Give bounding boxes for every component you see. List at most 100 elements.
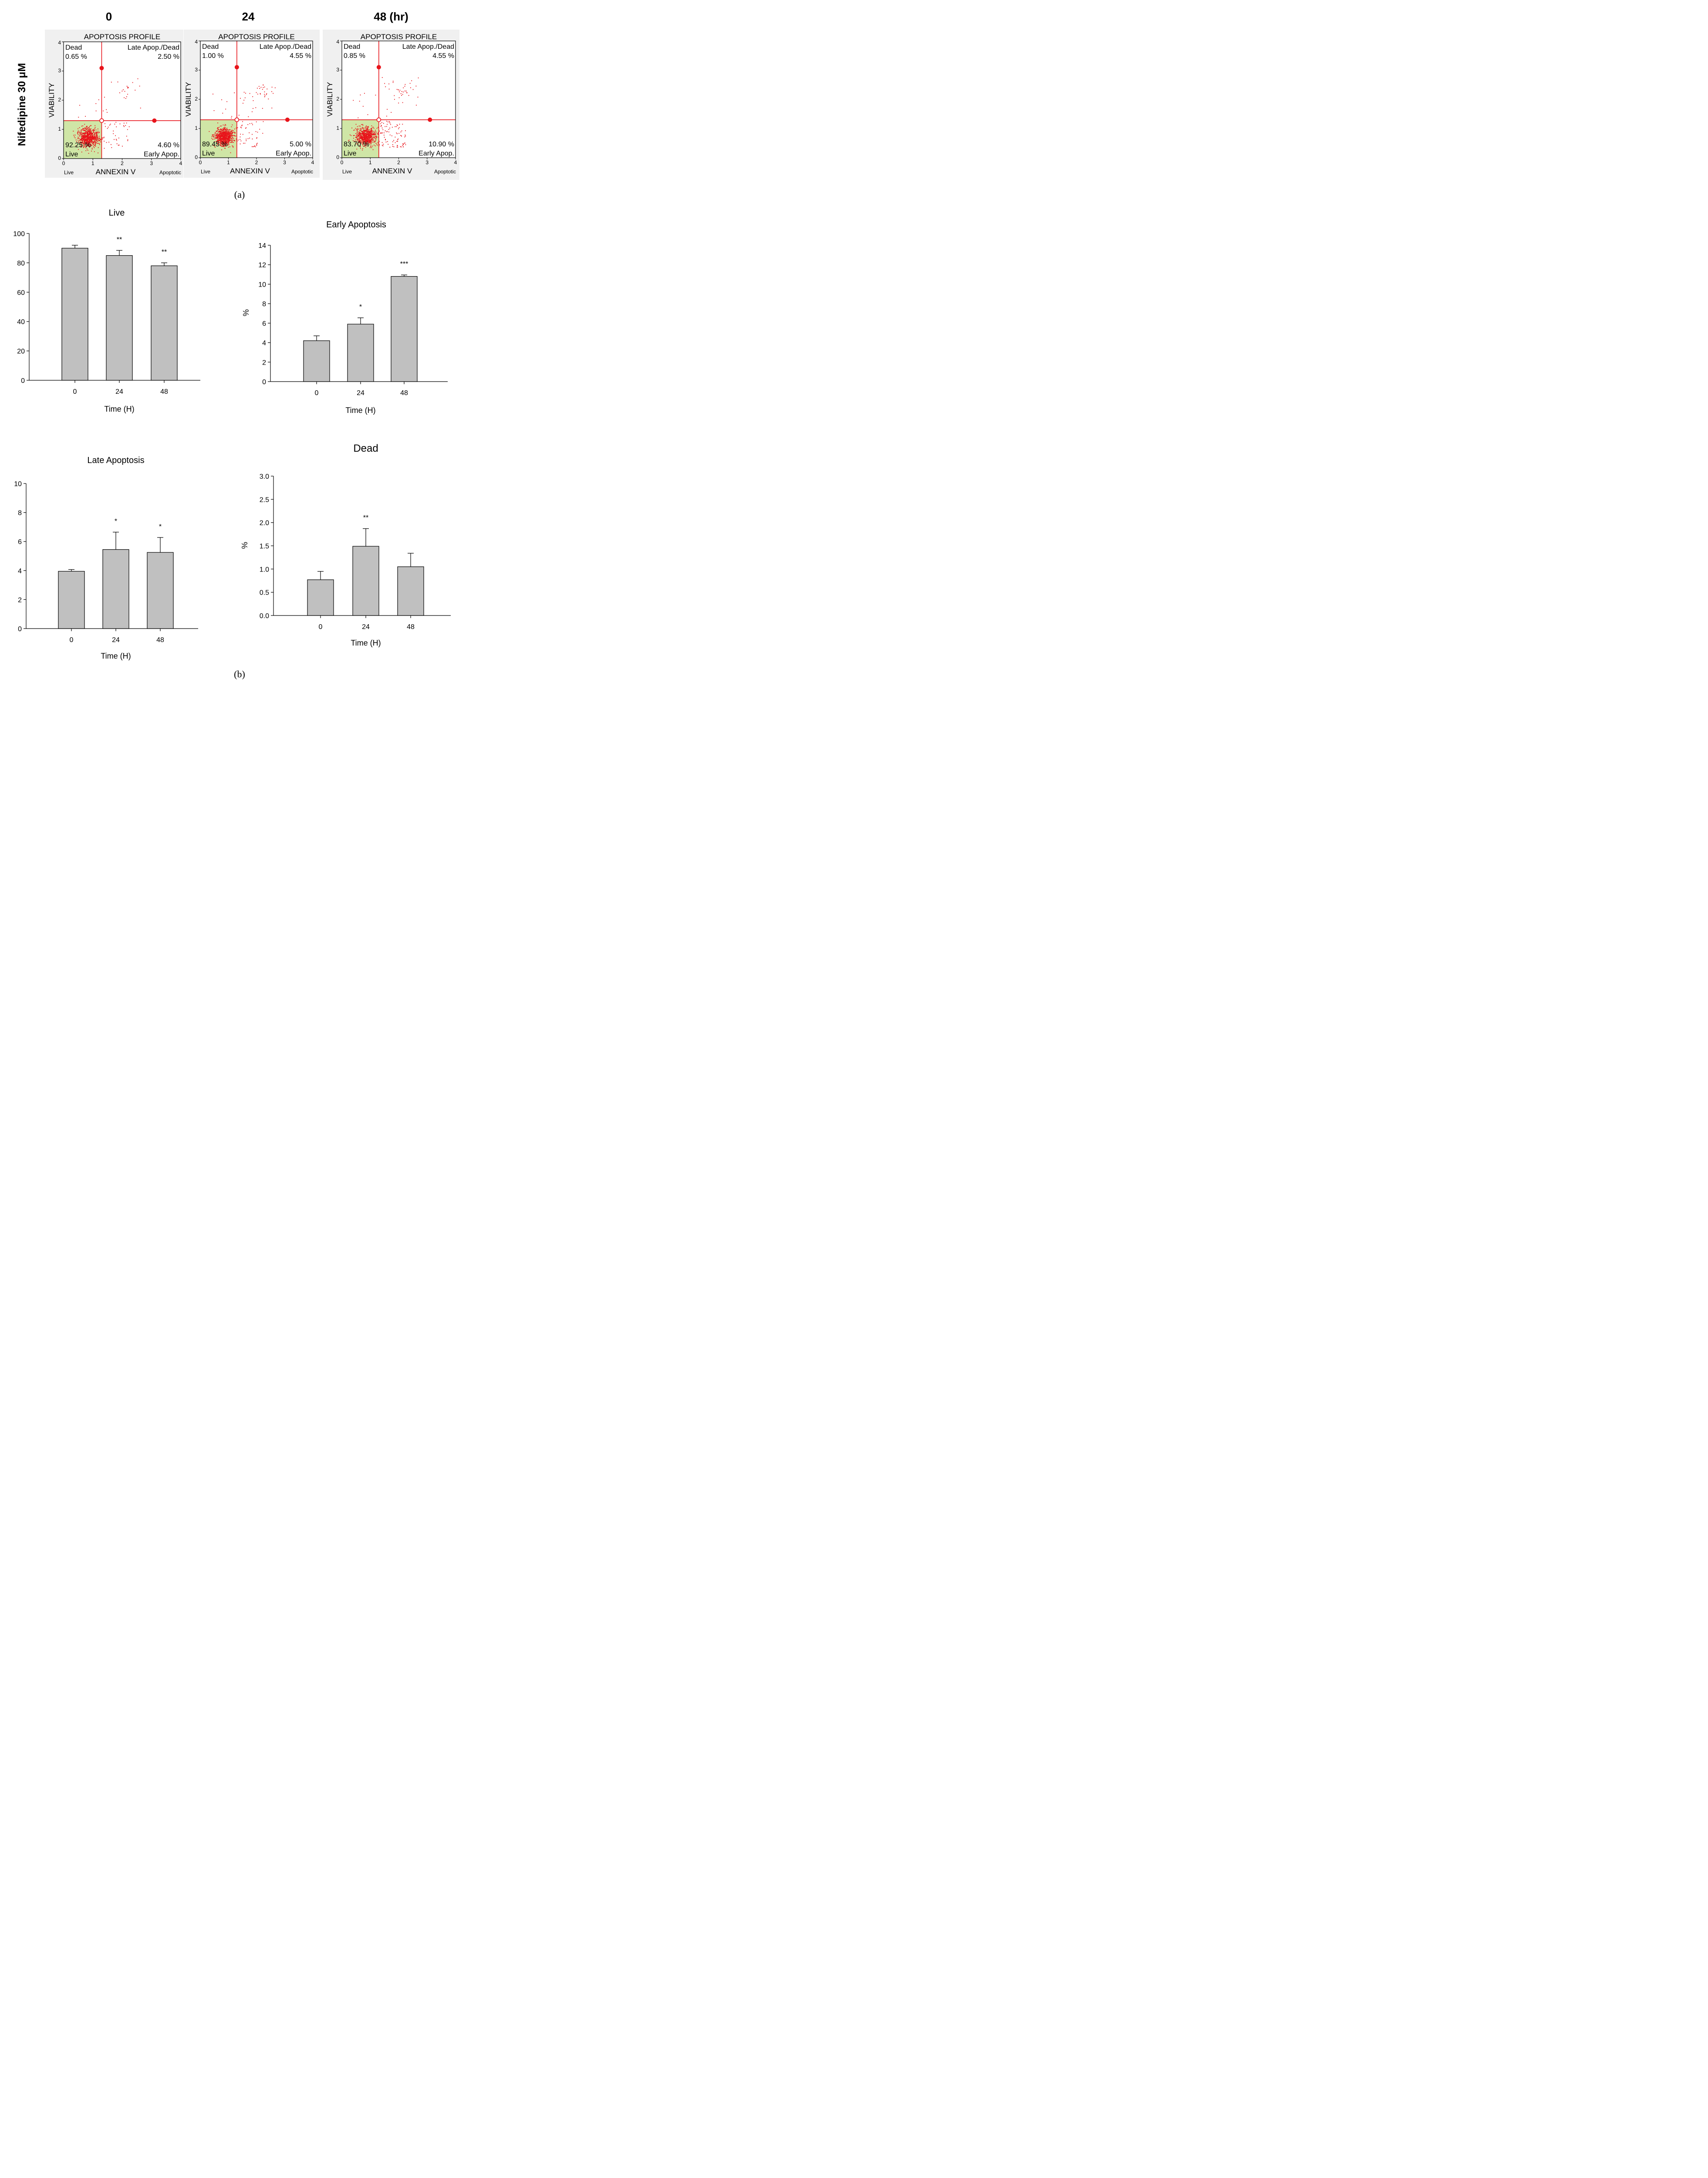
event-dot [81, 140, 82, 141]
y-tick-label: 0 [21, 377, 25, 385]
event-dot [226, 143, 227, 144]
event-dot [89, 133, 90, 134]
event-dot [375, 139, 377, 140]
event-dot [387, 124, 388, 125]
y-tick-label: 10 [258, 281, 266, 288]
event-dot [229, 136, 230, 137]
event-dot [88, 137, 89, 139]
event-dot [215, 137, 216, 138]
event-dot [368, 145, 369, 147]
event-dot [217, 135, 218, 137]
event-dot [396, 89, 398, 90]
x-tick-label: 4 [179, 160, 182, 166]
event-dot [92, 129, 94, 131]
event-dot [90, 139, 91, 141]
event-dot [86, 142, 87, 144]
event-dot [363, 128, 365, 129]
event-dot [362, 134, 363, 135]
event-dot [356, 138, 358, 139]
event-dot [355, 139, 356, 140]
event-dot [371, 129, 372, 131]
event-dot [397, 125, 398, 126]
event-dot [87, 136, 88, 138]
event-dot [394, 99, 395, 100]
event-dot [126, 122, 127, 124]
event-dot [84, 128, 85, 129]
event-dot [217, 144, 218, 145]
event-dot [361, 138, 362, 139]
event-dot [362, 141, 363, 142]
event-dot [86, 139, 87, 141]
event-dot [93, 132, 94, 133]
event-dot [96, 132, 97, 133]
event-dot [91, 133, 93, 134]
event-dot [218, 131, 219, 132]
event-dot [107, 112, 108, 113]
event-dot [225, 139, 226, 140]
event-dot [363, 137, 364, 138]
x-tick-label: 3 [150, 160, 153, 166]
event-dot [92, 135, 93, 137]
event-dot [362, 149, 363, 151]
event-dot [228, 144, 230, 145]
event-dot [82, 139, 84, 140]
event-dot [402, 145, 403, 146]
event-dot [230, 133, 232, 134]
event-dot [408, 95, 409, 96]
event-dot [86, 139, 87, 140]
event-dot [217, 139, 219, 140]
event-dot [84, 139, 86, 140]
event-dot [107, 128, 108, 129]
event-dot [395, 142, 396, 143]
event-dot [93, 139, 95, 141]
y-tick-label: 8 [262, 301, 266, 308]
event-dot [86, 143, 88, 144]
event-dot [84, 132, 86, 133]
event-dot [90, 130, 91, 131]
y-tick-label: 0 [262, 379, 266, 386]
event-dot [89, 130, 90, 131]
event-dot [373, 128, 375, 129]
event-dot [229, 137, 230, 138]
chart-title: Early Apoptosis [326, 220, 386, 230]
event-dot [365, 141, 366, 142]
event-dot [89, 136, 90, 138]
event-dot [126, 135, 127, 137]
event-dot [83, 139, 84, 140]
gate-handle-right [152, 118, 157, 123]
event-dot [364, 136, 365, 137]
time-header-0: 0 [106, 10, 112, 23]
event-dot [228, 142, 230, 143]
event-dot [220, 134, 222, 135]
event-dot [98, 140, 100, 141]
event-dot [218, 140, 219, 141]
event-dot [91, 141, 92, 142]
event-dot [392, 146, 393, 147]
event-dot [230, 133, 231, 135]
event-dot [375, 136, 376, 137]
event-dot [229, 138, 230, 139]
event-dot [225, 127, 226, 129]
event-dot [125, 125, 126, 126]
flow-panel-24h: APOPTOSIS PROFILE 0 1 2 3 4 0 1 2 3 4 ANNEXIN V Live… [184, 30, 320, 178]
event-dot [220, 139, 222, 140]
event-dot [103, 110, 104, 112]
event-dot [80, 132, 81, 133]
event-dot [84, 130, 85, 131]
event-dot [360, 137, 361, 138]
event-dot [231, 138, 232, 139]
event-dot [78, 142, 79, 143]
event-dot [83, 136, 84, 138]
event-dot [373, 131, 374, 132]
event-dot [227, 143, 229, 144]
event-dot [82, 139, 84, 141]
event-dot [81, 129, 83, 130]
event-dot [83, 143, 84, 144]
event-dot [370, 130, 371, 131]
event-dot [225, 142, 226, 143]
event-dot [99, 143, 100, 144]
event-dot [382, 129, 384, 130]
event-dot [86, 140, 87, 141]
event-dot [364, 139, 365, 140]
event-dot [359, 139, 360, 140]
